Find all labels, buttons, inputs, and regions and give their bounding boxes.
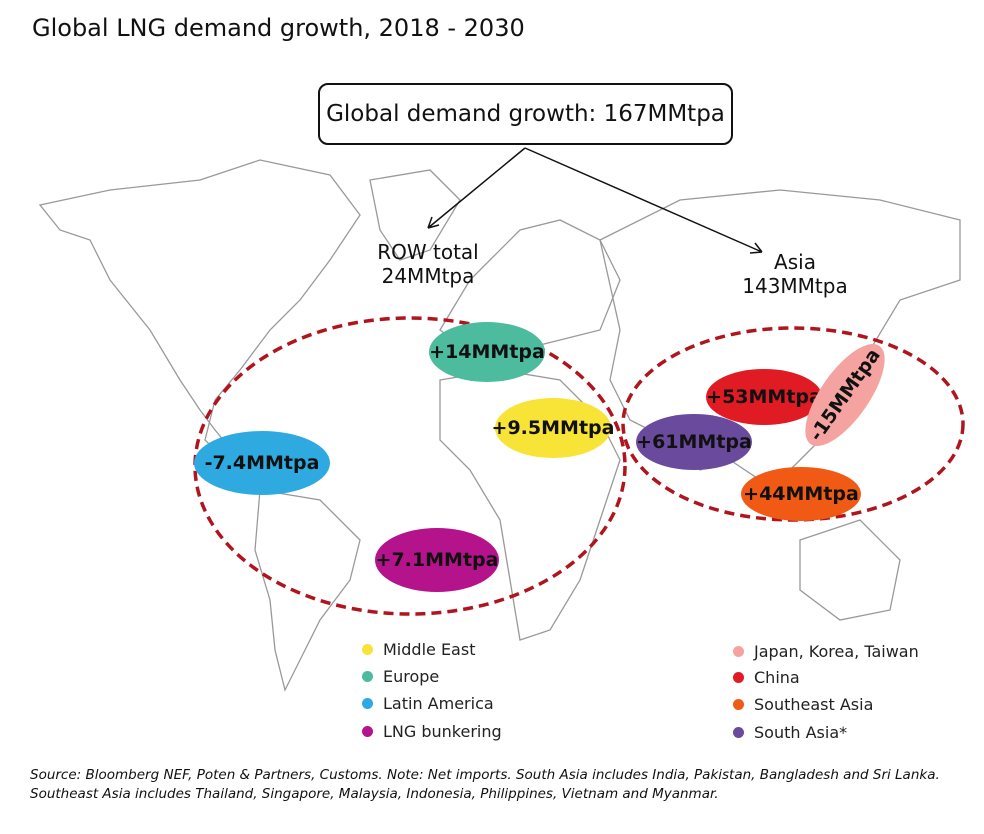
bubble-china: +53MMtpa — [706, 369, 822, 425]
greenland — [369, 169, 461, 261]
chart-title: Global LNG demand growth, 2018 - 2030 — [32, 14, 525, 42]
source-line2: Southeast Asia includes Thailand, Singap… — [30, 786, 719, 802]
source-line1: Source: Bloomberg NEF, Poten & Partners,… — [30, 767, 940, 783]
bubble-europe: +14MMtpa — [429, 322, 545, 382]
legend-label: China — [754, 668, 800, 687]
arrows — [427, 147, 763, 254]
row-total-line1: ROW total — [377, 240, 479, 264]
legend-item: South Asia* — [733, 723, 847, 742]
source-note: Source: Bloomberg NEF, Poten & Partners,… — [30, 766, 940, 804]
legend-label: South Asia* — [754, 723, 848, 742]
legend-item: Southeast Asia — [733, 695, 873, 714]
asia-total-line1: Asia — [774, 250, 816, 274]
global-demand-box: Global demand growth: 167MMtpa — [318, 83, 733, 145]
asia-total-label: Asia 143MMtpa — [730, 250, 860, 298]
legend-dot — [362, 671, 373, 682]
legend-dot — [362, 726, 373, 737]
legend-dot — [362, 644, 373, 655]
bubble-southeast-asia: +44MMtpa — [741, 467, 861, 521]
row-total-line2: 24MMtpa — [381, 264, 475, 288]
legend-label: Latin America — [383, 694, 494, 713]
legend-label: LNG bunkering — [383, 722, 502, 741]
row-total-label: ROW total 24MMtpa — [368, 240, 488, 288]
legend-label: Europe — [383, 667, 440, 686]
south-america — [254, 489, 361, 692]
bubble-latin-america: -7.4MMtpa — [194, 431, 330, 495]
legend-dot — [733, 646, 744, 657]
legend-item: Latin America — [362, 694, 494, 713]
legend-label: Japan, Korea, Taiwan — [754, 642, 919, 661]
legend-dot — [362, 698, 373, 709]
australia — [799, 519, 901, 621]
legend-item: Europe — [362, 667, 439, 686]
bubble-south-asia: +61MMtpa — [636, 414, 752, 470]
north-america — [38, 159, 361, 486]
legend-item: LNG bunkering — [362, 722, 502, 741]
bubble-lng-bunkering: +7.1MMtpa — [375, 528, 499, 592]
legend-label: Southeast Asia — [754, 695, 874, 714]
legend-item: Japan, Korea, Taiwan — [733, 642, 919, 661]
legend-dot — [733, 727, 744, 738]
legend-label: Middle East — [383, 640, 476, 659]
arrow-asia — [524, 147, 763, 254]
row-dashed-ellipse — [193, 316, 627, 616]
bubble-middle-east: +9.5MMtpa — [492, 398, 614, 458]
legend-dot — [733, 699, 744, 710]
arrow-row — [427, 147, 526, 229]
africa — [439, 369, 621, 641]
legend-dot — [733, 672, 744, 683]
legend-item: China — [733, 668, 800, 687]
legend-item: Middle East — [362, 640, 475, 659]
asia-total-line2: 143MMtpa — [742, 274, 848, 298]
